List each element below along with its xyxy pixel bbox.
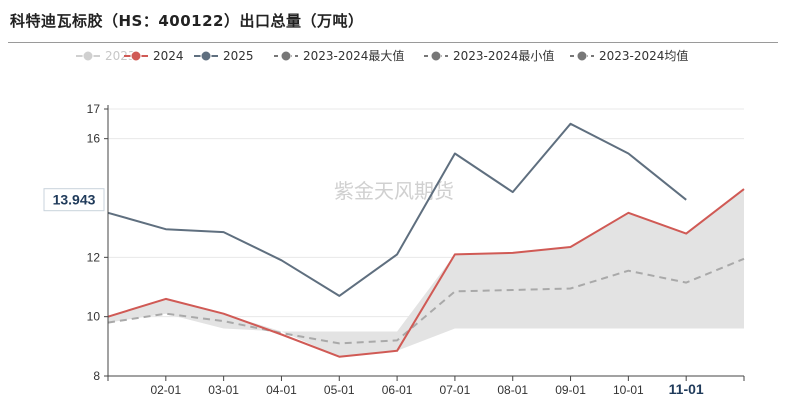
x-tick-label-4: 06-01 — [382, 383, 413, 397]
x-tick-label-9: 11-01 — [669, 381, 704, 397]
legend-label-5[interactable]: 2023-2024均值 — [599, 48, 688, 63]
x-tick-label-1: 03-01 — [208, 383, 239, 397]
series-line-2024[interactable] — [107, 188, 745, 358]
y-pointer-label: 13.943 — [53, 192, 96, 208]
y-tick-label-1: 10 — [87, 310, 101, 324]
legend-marker-5[interactable] — [576, 50, 588, 62]
y-tick-label-3: 16 — [87, 132, 101, 146]
y-tick-label-4: 17 — [87, 102, 101, 116]
legend-marker-0[interactable] — [82, 50, 94, 62]
x-tick-label-8: 10-01 — [613, 383, 644, 397]
title-divider — [8, 42, 778, 43]
legend-label-0[interactable]: 2023 — [105, 49, 136, 63]
legend-label-1[interactable]: 2024 — [153, 49, 184, 63]
legend-marker-3[interactable] — [280, 50, 292, 62]
y-tick-label-0: 8 — [93, 369, 100, 383]
legend-label-3[interactable]: 2023-2024最大值 — [303, 48, 404, 63]
legend-label-2[interactable]: 2025 — [223, 49, 254, 63]
y-pointer-box — [43, 188, 105, 212]
legend-marker-4[interactable] — [430, 50, 442, 62]
watermark: 紫金天风期货 — [334, 179, 454, 203]
legend-label-4[interactable]: 2023-2024最小值 — [453, 48, 554, 63]
chart-title: 科特迪瓦标胶（HS：400122）出口总量（万吨） — [10, 12, 364, 30]
x-tick-label-3: 05-01 — [324, 383, 355, 397]
legend-marker-1[interactable] — [130, 50, 142, 62]
x-tick-label-2: 04-01 — [266, 383, 297, 397]
x-tick-label-7: 09-01 — [555, 383, 586, 397]
range-band — [108, 189, 744, 357]
series-line-mean[interactable] — [107, 257, 745, 345]
x-tick-label-5: 07-01 — [440, 383, 471, 397]
legend-marker-2[interactable] — [200, 50, 212, 62]
x-tick-label-0: 02-01 — [150, 383, 181, 397]
y-tick-label-2: 12 — [87, 250, 101, 264]
series-line-2025[interactable] — [107, 122, 687, 297]
x-tick-label-6: 08-01 — [497, 383, 528, 397]
